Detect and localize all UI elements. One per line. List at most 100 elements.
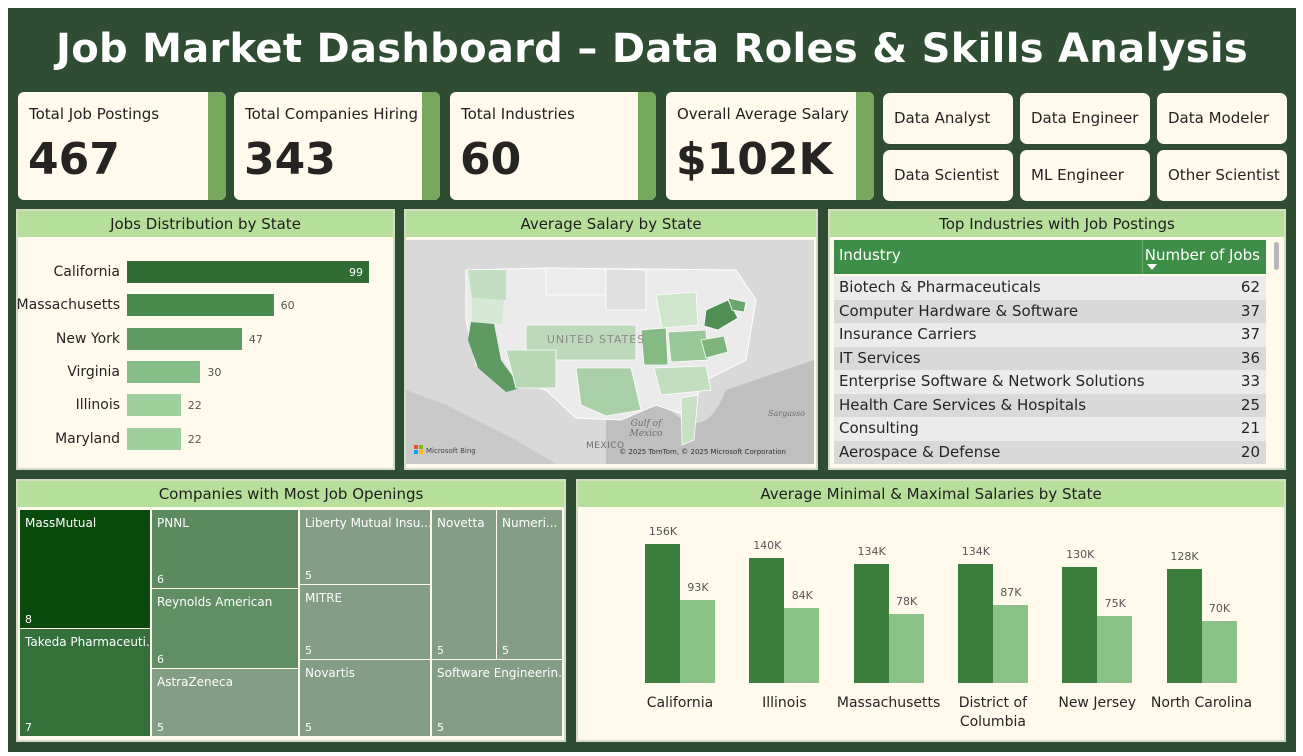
bar-value-label: 22 [187, 399, 202, 413]
min-salary-bar[interactable] [1201, 620, 1237, 683]
table-row[interactable]: Biotech & Pharmaceuticals 62 [834, 276, 1266, 300]
kpi-total-industries: Total Industries 60 [450, 92, 656, 200]
table-row[interactable]: Consulting 21 [834, 417, 1266, 441]
treemap-cell[interactable]: Reynolds American 6 [152, 589, 298, 668]
max-salary-bar[interactable] [853, 563, 889, 683]
slicer-data-scientist[interactable]: Data Scientist [883, 150, 1013, 201]
panel-title: Companies with Most Job Openings [18, 481, 564, 507]
industry-name: Biotech & Pharmaceuticals [839, 278, 1041, 296]
map-attribution: © 2025 TomTom, © 2025 Microsoft Corporat… [619, 448, 786, 456]
min-salary-bar[interactable] [888, 613, 924, 683]
max-salary-bar[interactable] [1062, 567, 1098, 683]
panel-title: Average Minimal & Maximal Salaries by St… [578, 481, 1284, 507]
treemap-cell[interactable]: AstraZeneca 5 [152, 669, 298, 736]
slicer-ml-engineer[interactable]: ML Engineer [1020, 150, 1150, 201]
company-count: 7 [25, 721, 32, 734]
company-name: Reynolds American [157, 595, 273, 609]
kpi-value: 343 [244, 134, 336, 185]
company-name: MassMutual [25, 516, 97, 530]
state-label: California [53, 264, 120, 280]
state-axis-label: New Jersey [1058, 695, 1137, 711]
job-count: 21 [1240, 419, 1260, 437]
treemap-cell[interactable]: Liberty Mutual Insu... 5 [300, 510, 430, 584]
company-count: 5 [437, 644, 444, 657]
state-bar[interactable] [127, 394, 181, 417]
table-scrollbar[interactable] [1274, 242, 1279, 270]
treemap-cell[interactable]: Takeda Pharmaceuti... 7 [20, 629, 150, 736]
kpi-label: Total Job Postings [29, 105, 160, 123]
min-salary-bar[interactable] [992, 605, 1028, 683]
bar-value-label: 30 [207, 365, 222, 379]
panel-title: Top Industries with Job Postings [830, 211, 1284, 237]
state-axis-label: Massachusetts [836, 695, 941, 711]
kpi-stripe [856, 92, 874, 200]
table-row[interactable]: IT Services 36 [834, 346, 1266, 370]
min-salary-bar[interactable] [680, 600, 715, 683]
company-name: Novartis [305, 666, 355, 680]
treemap-cell[interactable]: PNNL 6 [152, 510, 298, 588]
bar-value-label: 87K [1000, 586, 1022, 600]
company-count: 5 [437, 721, 444, 734]
state-bar[interactable] [127, 327, 242, 350]
bar-value-label: 130K [1066, 548, 1095, 562]
state-bar[interactable] [127, 427, 181, 450]
state-bar[interactable] [127, 360, 201, 383]
table-row[interactable]: Computer Hardware & Software 37 [834, 299, 1266, 323]
treemap-cell[interactable]: Numeri... 5 [497, 510, 562, 659]
industry-name: Aerospace & Defense [839, 442, 1001, 461]
kpi-stripe [208, 92, 226, 200]
company-count: 5 [305, 569, 312, 582]
table-row[interactable]: Enterprise Software & Network Solutions 3… [834, 370, 1266, 394]
company-count: 5 [305, 644, 312, 657]
kpi-value: 467 [28, 134, 120, 185]
slicer-data-modeler[interactable]: Data Modeler [1157, 93, 1287, 144]
state-label: Illinois [75, 397, 120, 414]
slicer-data-engineer[interactable]: Data Engineer [1020, 93, 1150, 144]
bar-value-label: 128K [1170, 549, 1199, 563]
bar-value-label: 134K [857, 544, 886, 558]
table-row[interactable]: Aerospace & Defense 20 [834, 440, 1266, 464]
max-salary-bar[interactable] [957, 563, 993, 683]
state-label: New York [55, 330, 120, 347]
industry-name: Consulting [839, 419, 919, 437]
treemap-cell[interactable]: MassMutual 8 [20, 510, 150, 628]
company-count: 5 [305, 721, 312, 734]
bar-value-label: 156K [648, 525, 678, 538]
map-place-label: MEXICO [586, 441, 625, 451]
column-header-jobs[interactable]: Number of Jobs [1144, 246, 1260, 264]
treemap-cell[interactable]: Novartis 5 [300, 660, 430, 736]
max-salary-bar[interactable] [749, 558, 785, 683]
max-salary-bar[interactable] [645, 544, 680, 683]
industry-name: Computer Hardware & Software [839, 301, 1079, 320]
company-count: 5 [502, 644, 509, 657]
industry-name: IT Services [839, 348, 921, 367]
treemap-cell[interactable]: Software Engineerin... 5 [432, 660, 562, 736]
kpi-label: Total Companies Hiring [245, 105, 419, 123]
kpi-total-job-postings: Total Job Postings 467 [18, 92, 226, 200]
treemap-cell[interactable]: MITRE 5 [300, 585, 430, 659]
map-country-label: UNITED STATES [547, 333, 645, 346]
kpi-stripe [422, 92, 440, 200]
state-bar[interactable] [127, 261, 369, 283]
treemap-cell[interactable]: Novetta 5 [432, 510, 496, 659]
min-salary-bar[interactable] [1097, 616, 1133, 683]
table-row[interactable]: Health Care Services & Hospitals 25 [834, 393, 1266, 417]
salary-map[interactable]: UNITED STATES Gulf of Mexico MEXICO Sarga… [406, 240, 814, 464]
table-row[interactable]: Insurance Carriers 37 [834, 323, 1266, 347]
panel-title: Average Salary by State [406, 211, 816, 237]
bar-value-label: 22 [187, 432, 202, 446]
max-salary-bar[interactable] [1166, 568, 1202, 683]
slicer-data-analyst[interactable]: Data Analyst [883, 93, 1013, 144]
min-salary-bar[interactable] [784, 608, 820, 683]
bar-value-label: 99 [349, 266, 363, 279]
job-count: 33 [1240, 372, 1260, 390]
job-count: 20 [1240, 442, 1260, 461]
bar-value-label: 47 [248, 332, 263, 346]
state-bar[interactable] [127, 294, 274, 317]
column-header-industry[interactable]: Industry [839, 246, 901, 264]
bar-value-label: 134K [961, 544, 990, 558]
slicer-other-scientist[interactable]: Other Scientist [1157, 150, 1287, 201]
bar-value-label: 75K [1104, 597, 1126, 611]
industry-name: Health Care Services & Hospitals [839, 395, 1087, 414]
column-divider [1142, 240, 1143, 274]
